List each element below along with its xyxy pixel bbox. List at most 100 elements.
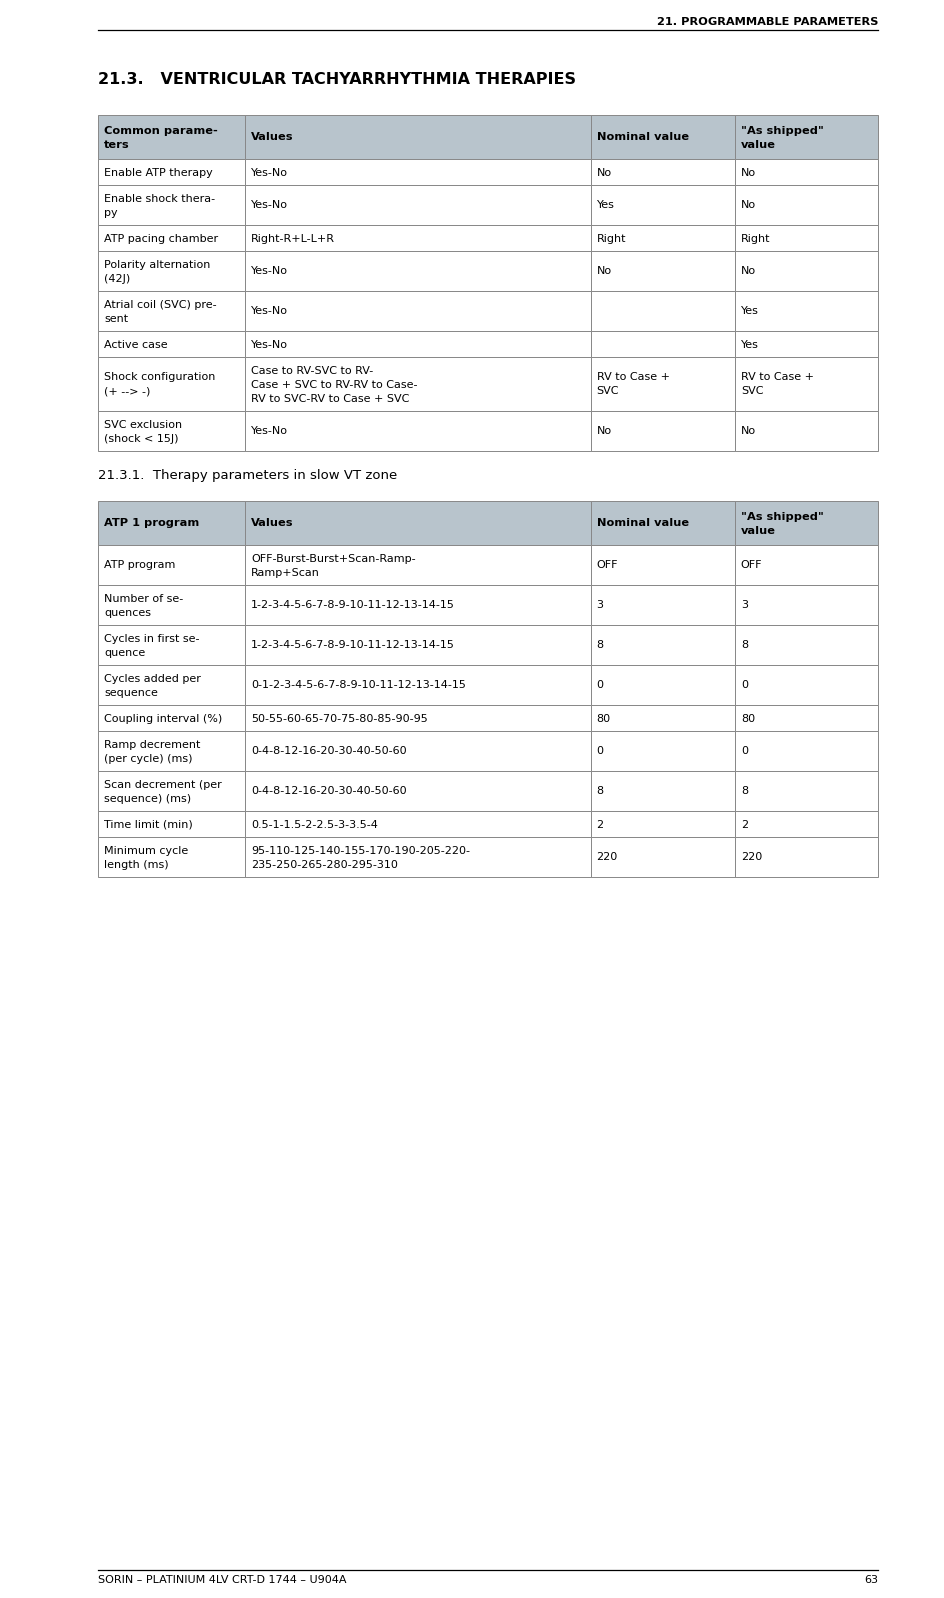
Text: Coupling interval (%): Coupling interval (%) [104,713,222,724]
Text: 220: 220 [596,852,617,863]
Text: 3: 3 [596,601,603,610]
Text: (42J): (42J) [104,273,130,283]
Text: Yes: Yes [740,339,758,350]
Bar [244,251,590,291]
Text: Polarity alternation: Polarity alternation [104,259,211,270]
Bar [590,770,734,812]
Text: 50-55-60-65-70-75-80-85-90-95: 50-55-60-65-70-75-80-85-90-95 [251,713,428,724]
Bar [590,158,734,185]
Text: 0: 0 [596,681,603,690]
Text: No: No [740,427,755,436]
Bar [734,770,877,812]
Text: Cycles in first se-: Cycles in first se- [104,633,199,644]
Text: SVC: SVC [596,387,618,396]
Bar [98,158,244,185]
Text: quences: quences [104,607,151,617]
Text: No: No [740,200,755,211]
Bar [98,185,244,225]
Bar [590,585,734,625]
Text: SVC: SVC [740,387,763,396]
Text: 1-2-3-4-5-6-7-8-9-10-11-12-13-14-15: 1-2-3-4-5-6-7-8-9-10-11-12-13-14-15 [251,641,454,650]
Text: Yes-No: Yes-No [251,339,288,350]
Text: (+ --> -): (+ --> -) [104,387,150,396]
Bar [590,411,734,451]
Text: SVC exclusion: SVC exclusion [104,420,182,430]
Text: 21.3.1.  Therapy parameters in slow VT zone: 21.3.1. Therapy parameters in slow VT zo… [98,468,396,483]
Text: Yes: Yes [740,307,758,316]
Bar [244,812,590,837]
Bar [590,356,734,411]
Bar [98,770,244,812]
Text: RV to Case +: RV to Case + [740,372,813,382]
Bar [734,837,877,877]
Bar [734,665,877,705]
Bar [98,705,244,730]
Text: length (ms): length (ms) [104,860,168,869]
Bar [734,115,877,158]
Bar [98,251,244,291]
Text: Time limit (min): Time limit (min) [104,820,193,829]
Bar [590,545,734,585]
Bar [244,225,590,251]
Text: value: value [740,526,775,535]
Bar [734,411,877,451]
Text: 220: 220 [740,852,761,863]
Text: Case + SVC to RV-RV to Case-: Case + SVC to RV-RV to Case- [251,379,417,390]
Bar [734,705,877,730]
Text: Ramp decrement: Ramp decrement [104,740,200,749]
Text: Nominal value: Nominal value [596,133,688,142]
Bar [244,502,590,545]
Text: Active case: Active case [104,339,167,350]
Bar [98,625,244,665]
Bar [734,625,877,665]
Text: (shock < 15J): (shock < 15J) [104,433,178,444]
Text: No: No [596,427,611,436]
Text: 8: 8 [596,641,603,650]
Text: 63: 63 [863,1576,877,1585]
Text: quence: quence [104,647,145,657]
Bar [590,812,734,837]
Bar [734,185,877,225]
Text: No: No [740,267,755,276]
Text: Values: Values [251,518,294,529]
Text: sequence: sequence [104,687,158,697]
Text: 0: 0 [740,746,747,756]
Bar [98,225,244,251]
Text: No: No [740,168,755,177]
Text: Right: Right [740,233,769,243]
Text: 0.5-1-1.5-2-2.5-3-3.5-4: 0.5-1-1.5-2-2.5-3-3.5-4 [251,820,378,829]
Text: value: value [740,139,775,150]
Bar [590,730,734,770]
Text: 2: 2 [596,820,603,829]
Bar [98,837,244,877]
Text: 3: 3 [740,601,747,610]
Bar [244,730,590,770]
Bar [590,837,734,877]
Bar [590,625,734,665]
Text: Atrial coil (SVC) pre-: Atrial coil (SVC) pre- [104,299,216,310]
Bar [590,251,734,291]
Text: "As shipped": "As shipped" [740,511,823,521]
Bar [244,356,590,411]
Text: 8: 8 [740,786,748,796]
Text: 80: 80 [596,713,610,724]
Text: Enable shock thera-: Enable shock thera- [104,193,215,203]
Bar [590,291,734,331]
Text: 0-4-8-12-16-20-30-40-50-60: 0-4-8-12-16-20-30-40-50-60 [251,746,406,756]
Bar [244,331,590,356]
Bar [244,115,590,158]
Bar [244,585,590,625]
Bar [244,185,590,225]
Bar [590,331,734,356]
Bar [734,291,877,331]
Text: RV to SVC-RV to Case + SVC: RV to SVC-RV to Case + SVC [251,393,409,404]
Text: 80: 80 [740,713,754,724]
Text: Right: Right [596,233,626,243]
Bar [98,665,244,705]
Bar [98,585,244,625]
Bar [734,225,877,251]
Text: No: No [596,168,611,177]
Text: OFF: OFF [740,561,762,570]
Text: Shock configuration: Shock configuration [104,372,215,382]
Bar [244,665,590,705]
